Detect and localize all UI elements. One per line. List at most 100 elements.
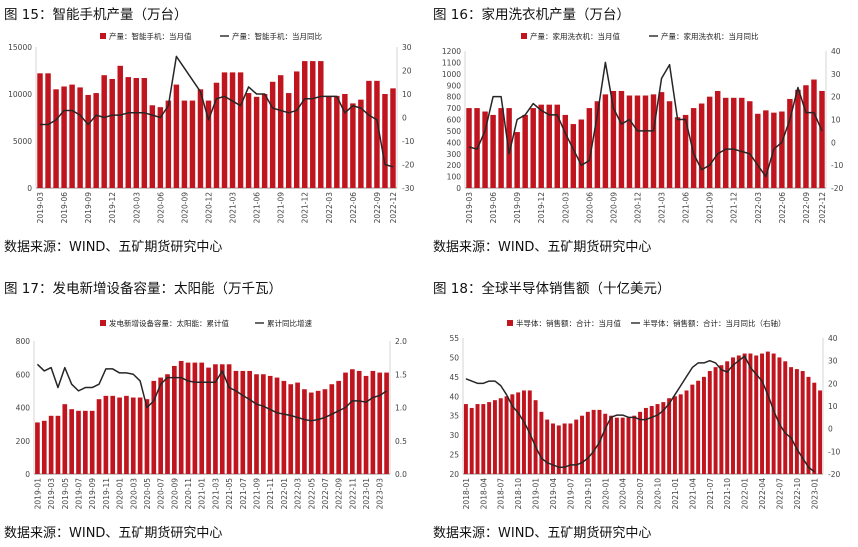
bar-mark bbox=[197, 89, 204, 188]
bar-mark bbox=[771, 353, 776, 474]
bar-mark bbox=[181, 100, 188, 188]
x-tick-label: 2018-01 bbox=[462, 478, 471, 510]
bar-mark bbox=[765, 351, 770, 474]
legend-label-bar: 产量：家用洗衣机：当月值 bbox=[530, 31, 620, 41]
bar-mark bbox=[277, 75, 284, 188]
y-left-tick-label: 400 bbox=[16, 404, 31, 413]
bar-mark bbox=[254, 374, 259, 474]
bar-mark bbox=[510, 394, 515, 474]
series-line bbox=[36, 363, 388, 422]
legend-label-bar: 半导体：销售额：合计：当月值 bbox=[516, 318, 621, 328]
bar-mark bbox=[707, 371, 712, 474]
bar-mark bbox=[539, 411, 544, 474]
y-left-tick-label: 700 bbox=[447, 104, 462, 113]
source-note: 数据来源：WIND、五矿期货研究中心 bbox=[4, 239, 222, 255]
series-line bbox=[465, 355, 815, 473]
bar-mark bbox=[69, 84, 75, 188]
chart-title: 图 16：家用洗衣机产量（万台） bbox=[433, 6, 630, 23]
x-tick-label: 2021-01 bbox=[671, 478, 680, 510]
bar-mark bbox=[763, 110, 769, 188]
x-tick-label: 2021-12 bbox=[730, 192, 739, 224]
bar-mark bbox=[41, 420, 47, 474]
x-tick-label: 2022-06 bbox=[349, 192, 358, 224]
y-left-tick-label: 0 bbox=[456, 184, 461, 193]
y-right-tick-label: 20 bbox=[831, 93, 841, 102]
bar-mark bbox=[739, 97, 745, 188]
bar-mark bbox=[336, 380, 341, 474]
y-right-tick-label: 0.0 bbox=[395, 470, 407, 479]
x-tick-label: 2021-07 bbox=[706, 478, 715, 510]
bar-mark bbox=[240, 370, 246, 474]
y-right-tick-label: 30 bbox=[402, 43, 412, 52]
x-tick-label: 2020-06 bbox=[585, 192, 594, 224]
bar-mark bbox=[384, 372, 389, 474]
bar-mark bbox=[574, 419, 579, 474]
bar-mark bbox=[173, 84, 180, 188]
x-tick-label: 2021-05 bbox=[225, 478, 234, 510]
bar-mark bbox=[274, 377, 280, 474]
bar-mark bbox=[288, 384, 294, 474]
bar-mark bbox=[326, 96, 332, 188]
bar-mark bbox=[158, 377, 163, 474]
x-tick-label: 2023-01 bbox=[362, 478, 371, 510]
y-right-tick-label: -20 bbox=[402, 161, 414, 170]
x-tick-label: 2021-06 bbox=[682, 192, 691, 224]
bar-mark bbox=[498, 398, 503, 474]
x-tick-label: 2019-09 bbox=[513, 192, 522, 224]
bar-mark bbox=[594, 101, 601, 188]
x-tick-label: 2019-01 bbox=[532, 478, 541, 510]
y-right-tick-label: 20 bbox=[828, 379, 838, 388]
x-tick-label: 2022-10 bbox=[793, 478, 802, 510]
bar-mark bbox=[812, 382, 817, 474]
legend-label-line: 半导体：销售额：合计：当月同比（右轴） bbox=[643, 318, 786, 328]
bar-mark bbox=[261, 94, 268, 188]
x-tick-label: 2021-03 bbox=[229, 192, 238, 224]
bar-mark bbox=[157, 107, 164, 188]
bar-mark bbox=[343, 372, 348, 474]
bar-mark bbox=[678, 394, 683, 474]
x-tick-label: 2021-07 bbox=[239, 478, 248, 510]
bar-mark bbox=[466, 108, 472, 188]
bar-mark bbox=[748, 353, 753, 474]
x-tick-label: 2020-09 bbox=[170, 478, 179, 510]
bar-mark bbox=[83, 410, 88, 474]
bar-mark bbox=[492, 400, 497, 474]
x-tick-label: 2022-03 bbox=[754, 192, 763, 224]
x-tick-label: 2022-01 bbox=[741, 478, 750, 510]
x-tick-label: 2021-09 bbox=[253, 478, 262, 510]
bar-mark bbox=[53, 89, 59, 188]
bar-mark bbox=[719, 365, 724, 474]
bar-mark bbox=[144, 399, 150, 474]
series-line bbox=[40, 55, 394, 168]
bar-mark bbox=[506, 108, 512, 188]
bar-mark bbox=[672, 396, 677, 474]
bar-mark bbox=[795, 89, 801, 188]
y-left-tick-label: 20 bbox=[449, 470, 459, 479]
x-tick-label: 2020-10 bbox=[654, 478, 663, 510]
bar-mark bbox=[682, 114, 689, 188]
bar-mark bbox=[245, 93, 252, 188]
bar-mark bbox=[731, 357, 735, 474]
y-left-tick-label: 0 bbox=[27, 184, 32, 193]
bar-mark bbox=[93, 93, 99, 188]
y-left-tick-label: 100 bbox=[447, 173, 462, 182]
x-tick-label: 2022-11 bbox=[348, 478, 357, 510]
bar-mark bbox=[632, 415, 637, 474]
bar-mark bbox=[487, 402, 492, 474]
bar-mark bbox=[690, 108, 697, 188]
bar-mark bbox=[591, 409, 596, 474]
x-tick-label: 2022-12 bbox=[818, 192, 827, 224]
x-tick-label: 2022-05 bbox=[307, 478, 316, 510]
bar-mark bbox=[117, 397, 122, 474]
bar-mark bbox=[205, 100, 212, 188]
bar-mark bbox=[667, 398, 672, 474]
x-tick-label: 2019-10 bbox=[584, 478, 593, 510]
bar-mark bbox=[634, 95, 641, 188]
bar-mark bbox=[777, 357, 782, 474]
bar-mark bbox=[172, 365, 177, 474]
x-tick-label: 2020-07 bbox=[636, 478, 645, 510]
bar-mark bbox=[530, 108, 536, 188]
x-tick-label: 2021-11 bbox=[266, 478, 275, 510]
bar-mark bbox=[818, 390, 823, 474]
y-left-tick-label: 1200 bbox=[442, 47, 461, 56]
